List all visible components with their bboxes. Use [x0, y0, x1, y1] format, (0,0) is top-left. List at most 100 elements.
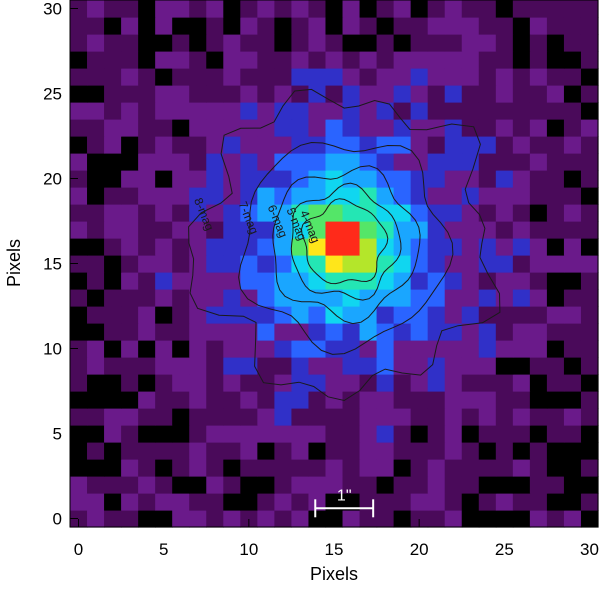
heatmap-cell [427, 187, 446, 205]
heatmap-cell [478, 289, 497, 307]
heatmap-cell [512, 34, 531, 52]
heatmap-cell [308, 306, 327, 324]
heatmap-cell [461, 272, 480, 290]
heatmap-cell [427, 493, 446, 511]
heatmap-cell [206, 34, 224, 52]
heatmap-cell [495, 153, 514, 171]
heatmap-cell [512, 0, 531, 18]
heatmap-cell [138, 425, 156, 443]
heatmap-cell [308, 442, 327, 460]
heatmap-cell [138, 119, 156, 137]
heatmap-cell [546, 102, 565, 120]
heatmap-cell [512, 493, 531, 511]
x-tick-label: 20 [410, 540, 429, 559]
heatmap-cell [257, 442, 275, 460]
heatmap-cell [546, 323, 565, 341]
heatmap-cell [240, 204, 258, 222]
y-axis: 0 5 10 15 20 25 30 [43, 0, 78, 529]
heatmap-cell [155, 459, 173, 477]
heatmap-cell [478, 391, 497, 409]
heatmap-cell [70, 391, 88, 409]
heatmap-cell [478, 340, 497, 358]
heatmap-cell [87, 170, 105, 188]
heatmap-cell [563, 425, 582, 443]
heatmap-cell [70, 425, 88, 443]
heatmap-cell [138, 102, 156, 120]
heatmap-cell [393, 102, 412, 120]
heatmap-cell [529, 391, 548, 409]
heatmap-cell [291, 102, 310, 120]
heatmap-cell [291, 476, 310, 494]
heatmap-cell [223, 85, 241, 103]
heatmap-cell [342, 425, 361, 443]
heatmap-cell [155, 255, 173, 273]
heatmap-cell [444, 459, 463, 477]
heatmap-cell [529, 255, 548, 273]
heatmap-cell [359, 425, 378, 443]
heatmap-cell [257, 493, 275, 511]
heatmap-cell [223, 51, 241, 69]
heatmap-cell [359, 102, 378, 120]
x-axis-title: Pixels [310, 564, 358, 584]
heatmap-cell [155, 34, 173, 52]
heatmap-cell [512, 289, 531, 307]
heatmap-cell [427, 102, 446, 120]
y-tick-label: 5 [53, 425, 62, 444]
heatmap-cell [546, 187, 565, 205]
heatmap-cell [461, 238, 480, 256]
heatmap-cell [87, 51, 105, 69]
heatmap-cell [376, 476, 395, 494]
heatmap-cell [580, 442, 599, 460]
heatmap-cell [529, 340, 548, 358]
heatmap-cell [478, 221, 497, 239]
heatmap-cell [580, 17, 599, 35]
heatmap-cell [410, 68, 429, 86]
heatmap-cell [274, 153, 293, 171]
heatmap-cell [223, 119, 241, 137]
heatmap-cell [393, 34, 412, 52]
heatmap-cell [376, 17, 395, 35]
heatmap-cell [172, 51, 190, 69]
heatmap-cell [172, 476, 190, 494]
heatmap-cell [189, 289, 207, 307]
y-tick-label: 10 [43, 340, 62, 359]
heatmap-cell [427, 0, 446, 18]
heatmap-cell [291, 340, 310, 358]
heatmap-cell [206, 136, 224, 154]
heatmap-cell [512, 374, 531, 392]
heatmap-cell [580, 85, 599, 103]
heatmap-cell [495, 408, 514, 426]
heatmap-cell [87, 272, 105, 290]
heatmap-cell [189, 17, 207, 35]
heatmap-cell [87, 459, 105, 477]
heatmap-cell [393, 272, 412, 290]
heatmap-cell [240, 102, 258, 120]
heatmap-cell [138, 221, 156, 239]
heatmap-cell [308, 0, 327, 18]
heatmap-cell [580, 323, 599, 341]
heatmap-cell [495, 442, 514, 460]
heatmap-cell [563, 374, 582, 392]
heatmap-cell [478, 136, 497, 154]
heatmap-cell [155, 272, 173, 290]
heatmap-cell [410, 51, 429, 69]
heatmap-cell [376, 442, 395, 460]
heatmap-cell [495, 68, 514, 86]
heatmap-cell [121, 0, 139, 18]
heatmap-cell [257, 476, 275, 494]
heatmap-cell [512, 306, 531, 324]
heatmap-cell [359, 204, 378, 222]
heatmap-cell [461, 17, 480, 35]
heatmap-cell [206, 85, 224, 103]
heatmap-cell [325, 102, 344, 120]
heatmap-cell [121, 289, 139, 307]
heatmap-cell [240, 238, 258, 256]
heatmap-cell [155, 85, 173, 103]
heatmap-cell [325, 459, 344, 477]
heatmap-cell [580, 374, 599, 392]
heatmap-cell [257, 340, 275, 358]
heatmap-cell [478, 272, 497, 290]
heatmap-cell [189, 340, 207, 358]
heatmap-cell [359, 238, 378, 256]
heatmap-cell [444, 136, 463, 154]
